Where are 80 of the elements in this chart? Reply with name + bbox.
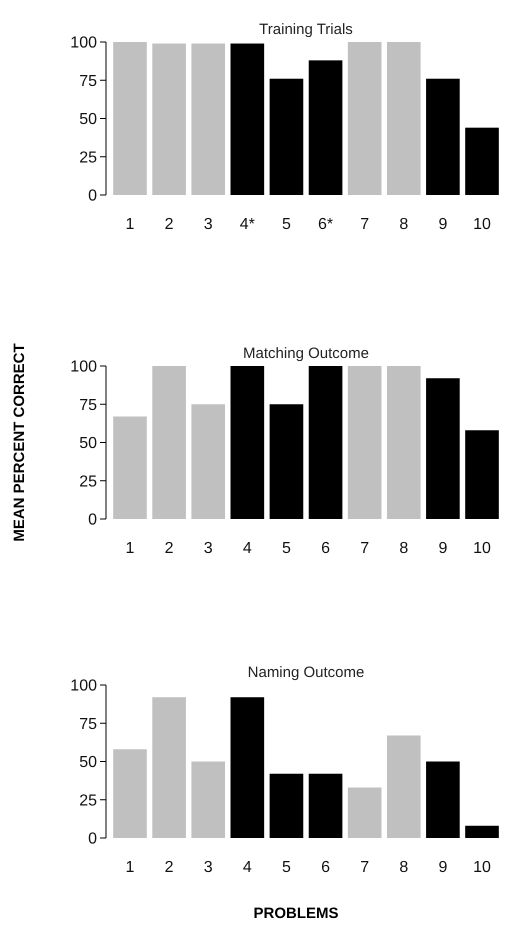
- x-tick-label: 4*: [240, 216, 255, 233]
- x-tick-label: 9: [438, 540, 448, 557]
- y-tick-label: 100: [70, 358, 98, 376]
- bar: [270, 774, 304, 838]
- x-tick-label: 10: [473, 216, 492, 233]
- bar: [113, 749, 147, 838]
- x-tick-label: 5: [282, 859, 291, 876]
- x-tick-label: 6*: [318, 216, 334, 233]
- x-tick-label: 10: [473, 540, 492, 557]
- x-tick-label: 6: [321, 540, 330, 557]
- x-tick-label: 3: [204, 540, 213, 557]
- x-tick-label: 2: [164, 216, 174, 233]
- y-tick-label: 0: [88, 188, 98, 205]
- y-tick-label: 0: [88, 512, 98, 529]
- x-tick-label: 10: [473, 859, 492, 876]
- x-tick-label: 4: [242, 540, 252, 557]
- y-tick-label: 75: [79, 396, 98, 414]
- bar: [308, 60, 342, 195]
- x-tick-label: 3: [204, 216, 213, 233]
- bar: [426, 78, 460, 195]
- x-tick-label: 7: [360, 540, 370, 557]
- bar: [152, 697, 186, 838]
- bar: [152, 44, 186, 195]
- y-tick-label: 50: [79, 111, 98, 128]
- x-tick-label: 2: [164, 859, 174, 876]
- y-tick-label: 25: [79, 792, 98, 810]
- bar: [191, 44, 226, 195]
- chart-title: Training Trials: [259, 21, 353, 38]
- chart-title: Matching Outcome: [243, 345, 369, 362]
- y-axis-title: MEAN PERCENT CORRECT: [11, 343, 28, 542]
- bar: [308, 774, 342, 838]
- bar: [308, 366, 342, 519]
- x-tick-label: 1: [126, 216, 135, 233]
- x-tick-label: 7: [360, 859, 370, 876]
- bar: [230, 44, 264, 195]
- bar: [270, 404, 304, 519]
- bar: [270, 78, 304, 195]
- y-tick-label: 25: [79, 473, 98, 490]
- x-tick-label: 2: [164, 540, 174, 557]
- bar: [465, 430, 499, 519]
- bar: [230, 697, 264, 838]
- bar: [348, 42, 382, 195]
- y-tick-label: 50: [79, 435, 98, 452]
- bar: [465, 826, 499, 838]
- y-tick-label: 75: [79, 72, 98, 90]
- bar: [465, 128, 499, 195]
- bar: [426, 762, 460, 838]
- bar: [152, 366, 186, 519]
- x-tick-label: 5: [282, 540, 291, 557]
- x-tick-label: 1: [126, 540, 135, 557]
- bar: [426, 378, 460, 519]
- bar: [348, 366, 382, 519]
- y-tick-label: 100: [70, 678, 98, 695]
- x-tick-label: 8: [399, 540, 408, 557]
- bar: [386, 735, 421, 838]
- x-tick-label: 8: [399, 216, 408, 233]
- bar: [113, 42, 147, 195]
- bar: [230, 366, 264, 519]
- bar: [113, 416, 147, 519]
- x-tick-label: 4: [242, 859, 252, 876]
- y-tick-label: 50: [79, 754, 98, 772]
- x-tick-label: 6: [321, 859, 330, 876]
- y-tick-label: 75: [79, 716, 98, 733]
- bar: [191, 404, 226, 519]
- x-tick-label: 5: [282, 216, 291, 233]
- y-tick-label: 25: [79, 149, 98, 166]
- x-tick-label: 9: [438, 216, 448, 233]
- x-tick-label: 1: [126, 859, 135, 876]
- x-tick-label: 7: [360, 216, 370, 233]
- y-tick-label: 0: [88, 830, 98, 848]
- x-axis-title: PROBLEMS: [253, 905, 339, 922]
- bar: [191, 762, 226, 838]
- x-tick-label: 8: [399, 859, 408, 876]
- chart-title: Naming Outcome: [248, 664, 364, 681]
- x-tick-label: 9: [438, 859, 448, 876]
- y-tick-label: 100: [70, 34, 98, 52]
- x-tick-label: 3: [204, 859, 213, 876]
- bar: [348, 788, 382, 838]
- bar: [386, 42, 421, 195]
- bar: [386, 366, 421, 519]
